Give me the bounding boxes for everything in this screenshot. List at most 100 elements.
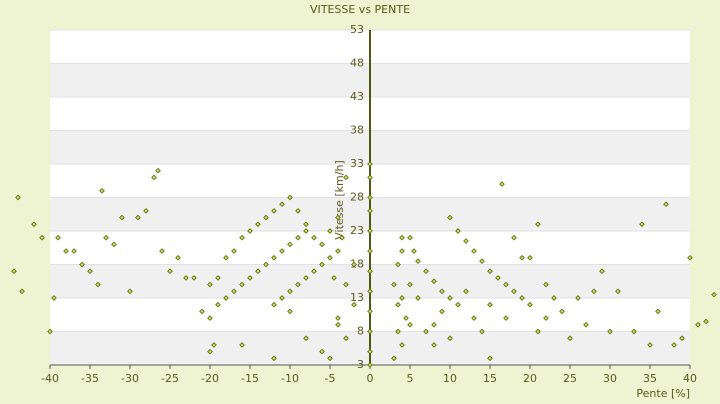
point (303, 335, 309, 342)
point (19, 288, 25, 295)
point (399, 234, 405, 241)
point (239, 234, 245, 241)
x-tick-label: 15 (483, 372, 497, 385)
point (399, 342, 405, 348)
y-tick-label: 48 (350, 57, 364, 70)
y-tick-label: 53 (350, 23, 364, 36)
point (119, 214, 125, 221)
point (303, 275, 309, 281)
point (351, 301, 357, 308)
point (51, 295, 57, 301)
point (487, 268, 493, 275)
point (367, 328, 373, 335)
point (335, 214, 341, 221)
point (327, 228, 333, 234)
point (303, 228, 309, 234)
x-tick-label: -25 (161, 372, 179, 385)
y-tick-label: 18 (350, 258, 364, 271)
point (411, 248, 417, 254)
point (287, 194, 293, 201)
point (663, 201, 669, 208)
point (423, 328, 429, 335)
point (279, 248, 285, 254)
point (63, 248, 69, 254)
point (207, 315, 213, 321)
point (175, 254, 181, 261)
point (395, 301, 401, 308)
point (311, 268, 317, 275)
x-tick-label: 40 (683, 372, 697, 385)
point (335, 321, 341, 328)
point (367, 228, 373, 234)
point (631, 328, 637, 335)
point (711, 291, 717, 298)
point (439, 308, 445, 315)
point (447, 295, 453, 301)
point (215, 301, 221, 308)
point (479, 328, 485, 335)
point (183, 275, 189, 281)
point (455, 301, 461, 308)
point (39, 234, 45, 241)
point (487, 355, 493, 362)
point (223, 254, 229, 261)
point (455, 228, 461, 234)
point (155, 167, 161, 174)
point (87, 268, 93, 275)
point (79, 261, 85, 268)
point (319, 241, 325, 248)
point (287, 288, 293, 295)
point (271, 355, 277, 362)
point (391, 281, 397, 288)
point (395, 261, 401, 268)
point (127, 288, 133, 295)
point (231, 288, 237, 295)
point (567, 335, 573, 342)
point (367, 348, 373, 355)
point (287, 308, 293, 315)
point (191, 275, 197, 281)
point (407, 234, 413, 241)
x-tick-label: -20 (201, 372, 219, 385)
point (303, 221, 309, 228)
point (159, 248, 165, 254)
x-tick-label: -5 (325, 372, 336, 385)
point (311, 234, 317, 241)
point (151, 174, 157, 181)
point (327, 254, 333, 261)
y-tick-label: 23 (350, 224, 364, 237)
point (247, 275, 253, 281)
point (463, 288, 469, 295)
point (575, 295, 581, 301)
point (367, 174, 373, 181)
point (679, 335, 685, 342)
point (95, 281, 101, 288)
point (167, 268, 173, 275)
point (395, 328, 401, 335)
point (319, 348, 325, 355)
point (415, 295, 421, 301)
x-axis-label: Pente [%] (636, 387, 690, 400)
point (47, 328, 53, 335)
point (367, 248, 373, 254)
y-tick-label: 33 (350, 157, 364, 170)
point (463, 238, 469, 244)
point (99, 187, 105, 194)
point (263, 214, 269, 221)
point (487, 301, 493, 308)
point (499, 181, 505, 187)
point (543, 315, 549, 321)
point (335, 315, 341, 321)
point (599, 268, 605, 275)
point (431, 342, 437, 348)
point (279, 201, 285, 208)
x-tick-label: -30 (121, 372, 139, 385)
point (263, 261, 269, 268)
point (271, 254, 277, 261)
point (431, 321, 437, 328)
point (367, 194, 373, 201)
point (503, 281, 509, 288)
point (111, 241, 117, 248)
point (391, 355, 397, 362)
point (247, 228, 253, 234)
